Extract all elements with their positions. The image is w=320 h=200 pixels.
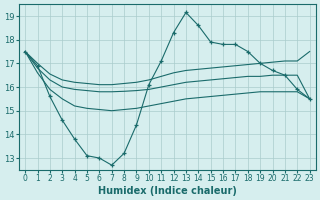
X-axis label: Humidex (Indice chaleur): Humidex (Indice chaleur): [98, 186, 237, 196]
